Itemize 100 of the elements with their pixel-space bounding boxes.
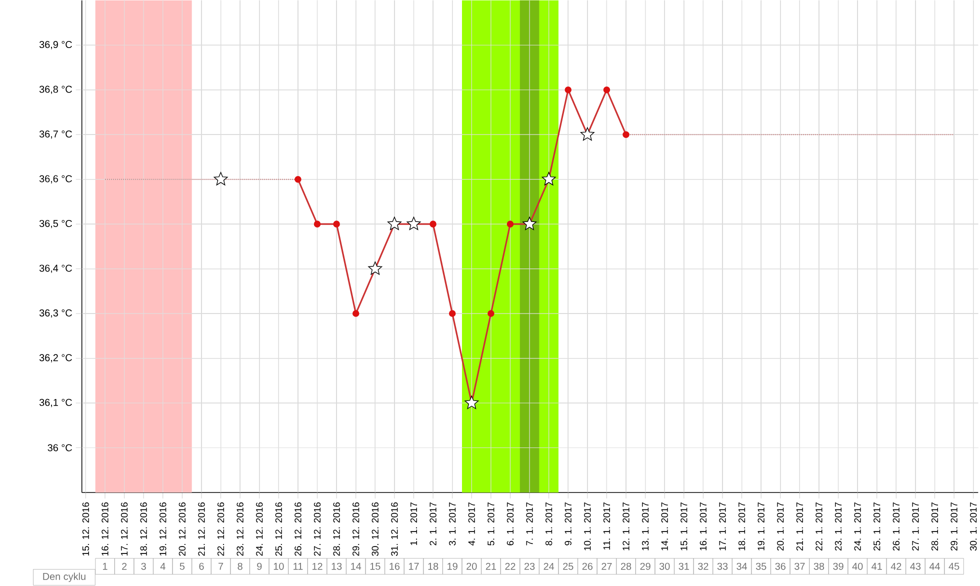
point — [368, 262, 382, 276]
y-tick-label: 36,4 °C — [39, 264, 72, 274]
x2-tick-label: 37 — [794, 563, 805, 570]
y-tick-label: 36,7 °C — [39, 130, 72, 139]
x2-tick-label: 11 — [294, 563, 303, 570]
x2-tick-label: 22 — [505, 563, 516, 570]
x2-tick-label: 30 — [659, 563, 670, 570]
x2-tick-label: 14 — [351, 563, 362, 570]
point — [406, 217, 421, 230]
x2-tick-label: 38 — [814, 563, 824, 570]
point — [488, 310, 494, 318]
x2-tick-label: 16 — [390, 563, 400, 570]
x2-tick-label: 36 — [775, 563, 786, 570]
point — [603, 86, 610, 94]
x-tick-label: 15. 1. 2017 — [680, 502, 688, 551]
x-tick-label: 21. 1. 2017 — [796, 502, 804, 551]
y-tick-label: 36,1 °C — [39, 399, 72, 408]
point — [464, 396, 479, 410]
x2-tick-label: 1 — [103, 563, 108, 570]
x2-tick-label: 12 — [312, 563, 322, 570]
x2-tick-label: 27 — [602, 563, 612, 570]
x-tick-label: 16. 1. 2017 — [700, 502, 707, 551]
x-tick-label: 18. 12. 2016 — [140, 502, 147, 556]
x2-tick-label: 3 — [141, 563, 146, 570]
x2-tick-label: 39 — [833, 563, 844, 570]
x2-tick-label: 4 — [160, 563, 166, 570]
y-tick-label: 36,8 °C — [39, 86, 72, 94]
x2-tick-label: 31 — [678, 563, 689, 570]
x-tick-label: 2. 1. 2017 — [430, 502, 436, 546]
x2-tick-label: 9 — [257, 563, 262, 570]
y-tick-label: 36,3 °C — [39, 310, 72, 318]
x2-tick-label: 2 — [122, 563, 127, 570]
x2-tick-label: 25 — [563, 563, 574, 570]
x-tick-label: 25. 1. 2017 — [874, 502, 880, 551]
x-tick-label: 21. 12. 2016 — [198, 502, 205, 556]
x2-tick-label: 8 — [238, 563, 242, 570]
point — [506, 220, 514, 228]
x-tick-label: 7. 1. 2017 — [526, 502, 533, 546]
x2-tick-label: 23 — [524, 563, 535, 570]
x-tick-label: 9. 1. 2017 — [564, 502, 572, 546]
x2-tick-label: 40 — [852, 563, 863, 570]
x-tick-label: 27. 12. 2016 — [314, 502, 321, 556]
x-tick-label: 8. 1. 2017 — [545, 502, 552, 546]
x-tick-label: 29. 1. 2017 — [950, 502, 958, 551]
x-tick-label: 5. 1. 2017 — [488, 502, 494, 546]
x-tick-label: 3. 1. 2017 — [448, 502, 456, 546]
x-tick-label: 22. 12. 2016 — [217, 502, 224, 556]
point — [214, 172, 228, 186]
point — [430, 220, 436, 228]
x2-tick-label: 28 — [620, 563, 632, 570]
y-tick-label: 36,6 °C — [39, 175, 72, 184]
point — [542, 172, 556, 186]
x-tick-label: 31. 12. 2016 — [391, 502, 398, 556]
x-tick-label: 28. 12. 2016 — [333, 502, 340, 556]
x-tick-label: 10. 1. 2017 — [584, 502, 591, 551]
x-tick-label: 26. 1. 2017 — [892, 502, 900, 551]
x2-tick-label: 21 — [486, 563, 496, 570]
point — [522, 217, 536, 230]
x2-tick-label: 43 — [910, 563, 921, 570]
x2-tick-label: 19 — [448, 563, 458, 570]
x-tick-label: 19. 1. 2017 — [758, 502, 764, 551]
x2-axis-title: Den cyklu — [43, 572, 86, 582]
x-tick-label: 24. 12. 2016 — [256, 502, 263, 556]
x-tick-label: 18. 1. 2017 — [738, 502, 746, 551]
x-tick-label: 13. 1. 2017 — [642, 502, 649, 551]
point — [352, 310, 360, 318]
x2-tick-label: 15 — [370, 563, 380, 570]
x-tick-label: 19. 12. 2016 — [160, 502, 166, 556]
y-tick-label: 36,9 °C — [39, 41, 72, 50]
x-tick-label: 20. 1. 2017 — [777, 502, 784, 551]
x-tick-label: 23. 12. 2016 — [236, 502, 244, 556]
x-tick-label: 17. 12. 2016 — [120, 502, 128, 556]
x2-tick-label: 17 — [408, 563, 419, 570]
y-tick-label: 36,2 °C — [39, 354, 72, 363]
x-tick-label: 26. 12. 2016 — [294, 502, 302, 556]
x-tick-label: 24. 1. 2017 — [854, 502, 861, 551]
x-tick-label: 27. 1. 2017 — [912, 502, 919, 551]
x2-tick-label: 6 — [199, 563, 204, 570]
x-tick-label: 16. 12. 2016 — [102, 502, 108, 556]
x2-tick-label: 42 — [890, 563, 902, 570]
x-tick-label: 25. 12. 2016 — [275, 502, 282, 556]
x-tick-label: 30. 1. 2017 — [970, 502, 977, 551]
x2-tick-label: 29 — [640, 563, 650, 570]
x-tick-label: 1. 1. 2017 — [410, 502, 418, 546]
x2-tick-label: 32 — [698, 563, 708, 570]
point — [448, 310, 456, 318]
y-tick-label: 36,5 °C — [39, 220, 72, 228]
point — [314, 220, 321, 228]
point — [333, 220, 340, 228]
x2-tick-label: 35 — [756, 563, 766, 570]
x-tick-label: 28. 1. 2017 — [931, 502, 938, 551]
x2-tick-label: 34 — [736, 563, 748, 570]
x-tick-label: 6. 1. 2017 — [506, 502, 514, 546]
x-tick-label: 23. 1. 2017 — [834, 502, 842, 551]
x-tick-label: 12. 1. 2017 — [622, 502, 630, 551]
x2-tick-label: 13 — [332, 563, 342, 570]
x2-tick-label: 24 — [544, 563, 554, 570]
x2-tick-label: 18 — [428, 563, 438, 570]
x-tick-label: 22. 1. 2017 — [816, 502, 822, 551]
x-tick-label: 29. 12. 2016 — [352, 502, 360, 556]
